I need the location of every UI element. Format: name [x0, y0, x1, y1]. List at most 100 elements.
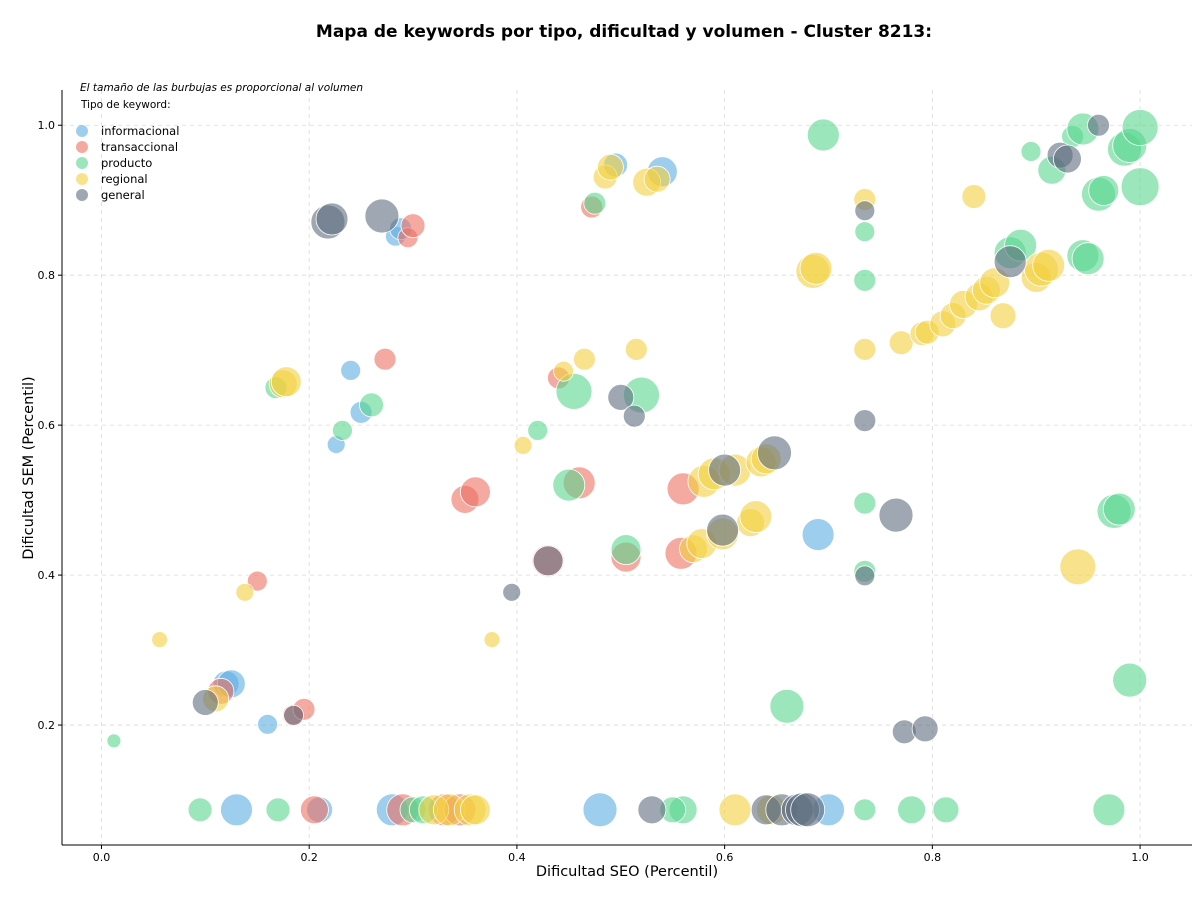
bubble-producto: [1020, 141, 1042, 162]
legend-marker-transaccional: [76, 141, 88, 153]
bubble-regional: [513, 435, 533, 455]
bubble-producto: [853, 491, 877, 515]
bubble-producto: [1102, 492, 1136, 526]
bubble-transaccional: [400, 213, 426, 239]
bubble-regional: [643, 165, 671, 193]
bubble-producto: [1092, 793, 1126, 827]
legend-title: Tipo de keyword:: [80, 99, 171, 111]
bubble-general: [364, 198, 400, 234]
legend-label-informacional: informacional: [101, 124, 179, 138]
bubble-transaccional: [373, 347, 397, 371]
y-tick-label: 0.8: [38, 269, 56, 282]
bubble-producto: [1112, 662, 1148, 698]
bubble-regional: [739, 500, 773, 533]
x-tick-label: 0.2: [300, 851, 318, 864]
legend-label-transaccional: transaccional: [101, 140, 178, 154]
bubble-regional: [799, 251, 833, 285]
bubble-producto: [1120, 167, 1160, 207]
bubble-general: [191, 689, 219, 716]
bubble-general: [911, 715, 939, 743]
bubble-general: [853, 409, 877, 433]
y-tick-label: 0.4: [38, 569, 56, 582]
bubble-regional: [553, 360, 574, 382]
bubble-general: [854, 200, 876, 222]
x-tick-label: 0.4: [508, 851, 526, 864]
bubble-producto: [806, 118, 840, 152]
bubble-producto: [854, 221, 876, 243]
bubble-producto: [527, 419, 549, 441]
bubble-producto: [853, 268, 877, 292]
grid-lines: [62, 90, 1192, 845]
legend-marker-producto: [76, 157, 88, 169]
bubble-informacional: [257, 713, 279, 735]
y-axis-label: Dificultad SEM (Percentil): [21, 376, 37, 559]
x-tick-label: 0.0: [93, 851, 111, 864]
bubble-producto: [769, 688, 805, 724]
bubble-producto: [610, 534, 642, 565]
y-tick-label: 0.2: [38, 719, 56, 732]
axes: [58, 90, 1192, 849]
bubble-size-note: El tamaño de las burbujas es proporciona…: [80, 82, 363, 94]
bubble-informacional: [220, 793, 253, 827]
bubble-producto: [1121, 109, 1159, 146]
bubble-transaccional: [246, 570, 268, 592]
bubble-general: [607, 383, 635, 411]
legend-label-general: general: [101, 188, 145, 202]
bubble-general: [706, 513, 739, 547]
bubble-regional: [718, 793, 752, 827]
bubble-general: [532, 545, 564, 577]
legend-marker-general: [76, 189, 88, 201]
bubble-general: [854, 565, 876, 587]
bubble-general: [878, 497, 914, 533]
bubble-general: [708, 453, 741, 487]
bubble-regional: [151, 631, 169, 648]
y-tick-label: 0.6: [38, 419, 56, 432]
bubble-regional: [1032, 248, 1066, 282]
x-tick-label: 0.6: [716, 851, 734, 864]
bubble-producto: [1071, 242, 1105, 276]
chart-title: Mapa de keywords por tipo, dificultad y …: [316, 22, 932, 42]
bubble-producto: [359, 392, 384, 418]
bubbles: [106, 109, 1160, 828]
x-tick-label: 0.8: [924, 851, 942, 864]
bubble-general: [622, 404, 646, 428]
bubble-producto: [106, 733, 122, 749]
bubble-informacional: [582, 792, 618, 828]
bubble-producto: [932, 796, 960, 824]
bubble-regional: [888, 330, 914, 356]
tick-labels: 0.0 0.2 0.4 0.6 0.8 1.0 0.2 0.4 0.6 0.8 1.0: [38, 119, 1149, 864]
bubble-general: [502, 582, 522, 602]
bubble-regional: [270, 366, 302, 398]
legend: informacional transaccional producto region…: [76, 124, 179, 202]
bubble-producto: [1088, 175, 1120, 206]
bubble-informacional: [801, 518, 835, 551]
bubble-informacional: [340, 359, 362, 381]
bubble-producto: [853, 798, 877, 822]
bubble-producto: [552, 468, 586, 502]
bubble-general: [1087, 113, 1110, 137]
bubble-transaccional: [459, 476, 491, 508]
x-tick-label: 1.0: [1131, 851, 1149, 864]
x-axis-label: Dificultad SEO (Percentil): [536, 864, 718, 880]
bubble-general: [637, 795, 667, 825]
legend-marker-regional: [76, 173, 88, 185]
legend-label-producto: producto: [101, 156, 152, 170]
bubble-general: [993, 245, 1027, 279]
bubble-regional: [235, 582, 255, 602]
bubble-general: [283, 704, 305, 726]
bubble-regional: [989, 302, 1017, 330]
bubble-producto: [897, 795, 926, 825]
bubble-regional: [573, 347, 596, 371]
bubble-producto: [265, 797, 291, 823]
bubble-regional: [459, 794, 491, 826]
bubble-transaccional: [299, 795, 329, 825]
bubble-regional: [961, 184, 987, 209]
bubble-regional: [483, 631, 501, 648]
bubble-producto: [187, 797, 213, 823]
bubble-producto: [331, 419, 353, 441]
bubble-regional: [597, 153, 624, 181]
bubble-general: [757, 435, 792, 471]
bubble-general: [1053, 144, 1082, 174]
bubble-general: [790, 792, 826, 828]
